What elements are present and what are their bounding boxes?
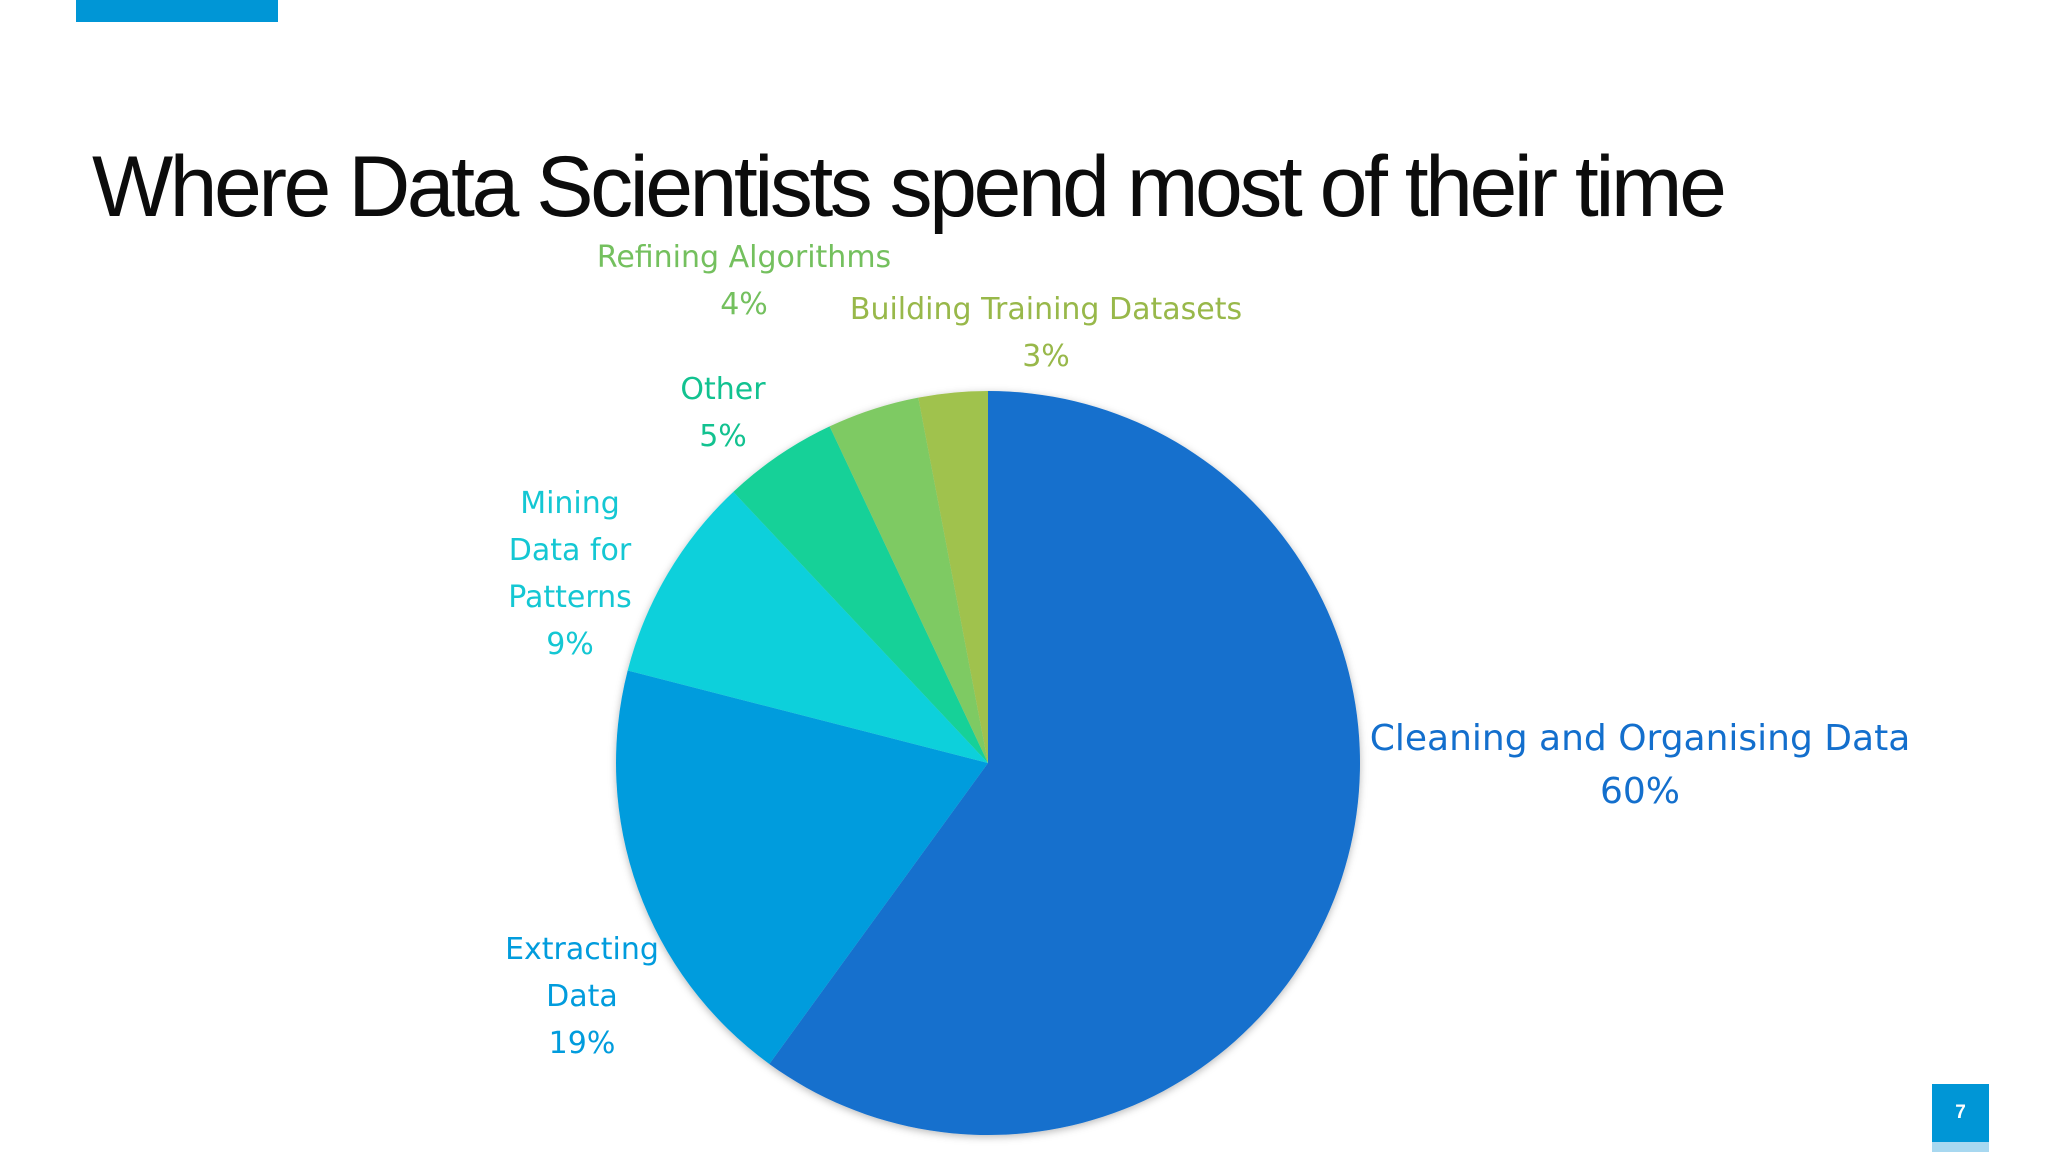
slice-label-refining: Refining Algorithms 4% — [597, 234, 891, 328]
slice-label-refining-name: Refining Algorithms — [596, 240, 892, 275]
slice-label-building-value: 3% — [1022, 339, 1070, 374]
slide-title: Where Data Scientists spend most of thei… — [92, 138, 1727, 235]
slice-label-other-value: 5% — [699, 419, 747, 454]
top-accent-bar — [76, 0, 278, 22]
slice-label-other-name: Other — [680, 372, 766, 407]
slice-label-mining: Mining Data for Patterns 9% — [508, 480, 632, 668]
page-number-badge-tail — [1932, 1142, 1989, 1152]
slice-label-building: Building Training Datasets 3% — [850, 286, 1242, 380]
slice-label-cleaning: Cleaning and Organising Data 60% — [1370, 712, 1911, 818]
slice-label-extracting-line1: Extracting — [505, 932, 659, 967]
slice-label-extracting-line2: Data — [546, 979, 618, 1014]
slice-label-mining-value: 9% — [546, 627, 594, 662]
slice-label-cleaning-name: Cleaning and Organising Data — [1369, 718, 1911, 759]
slice-label-mining-line2: Data for — [508, 533, 632, 568]
slice-label-cleaning-value: 60% — [1599, 771, 1681, 812]
pie-slice-mining-data-for-patterns — [627, 491, 988, 763]
page-number-badge: 7 — [1932, 1084, 1989, 1142]
slice-label-mining-line3: Patterns — [508, 580, 632, 615]
slice-label-refining-value: 4% — [720, 287, 768, 322]
slice-label-other: Other 5% — [680, 366, 765, 460]
pie-slice-other — [733, 426, 988, 763]
pie-slice-refining-algorithms — [829, 397, 988, 763]
slice-label-extracting-value: 19% — [548, 1026, 616, 1061]
slice-label-mining-line1: Mining — [520, 486, 620, 521]
pie-slice-cleaning-and-organising-data — [769, 391, 1361, 1135]
pie-slice-building-training-datasets — [918, 391, 988, 763]
slice-label-extracting: Extracting Data 19% — [505, 926, 659, 1067]
pie-slice-extracting-data — [616, 670, 988, 1064]
slice-label-building-name: Building Training Datasets — [849, 292, 1243, 327]
pie-slices — [616, 391, 1361, 1135]
